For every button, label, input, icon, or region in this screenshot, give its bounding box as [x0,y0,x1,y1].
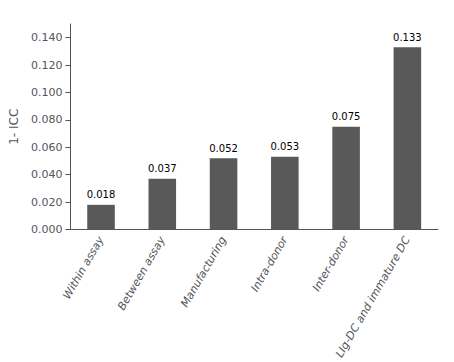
svg-text:0.120: 0.120 [31,59,63,72]
svg-text:Inter-donor: Inter-donor [310,233,353,294]
svg-text:0.018: 0.018 [87,189,116,200]
svg-text:0.075: 0.075 [332,111,361,122]
svg-text:0.133: 0.133 [393,32,422,43]
svg-text:0.140: 0.140 [31,31,63,44]
svg-text:0.052: 0.052 [209,143,238,154]
svg-text:Intra-donor: Intra-donor [248,233,291,294]
svg-text:0.100: 0.100 [31,86,63,99]
svg-text:LIg-DC and immature DC: LIg-DC and immature DC [333,234,413,360]
svg-text:Within assay: Within assay [60,234,107,302]
svg-text:0.037: 0.037 [148,163,177,174]
svg-text:Manufacturing: Manufacturing [178,234,229,309]
svg-text:0.060: 0.060 [31,141,63,154]
svg-text:1- ICC: 1- ICC [7,109,21,145]
svg-text:Between assay: Between assay [115,234,168,313]
svg-text:0.040: 0.040 [31,168,63,181]
svg-text:0.000: 0.000 [31,223,63,236]
svg-text:0.020: 0.020 [31,196,63,209]
svg-text:0.053: 0.053 [271,141,300,152]
svg-text:0.080: 0.080 [31,113,63,126]
